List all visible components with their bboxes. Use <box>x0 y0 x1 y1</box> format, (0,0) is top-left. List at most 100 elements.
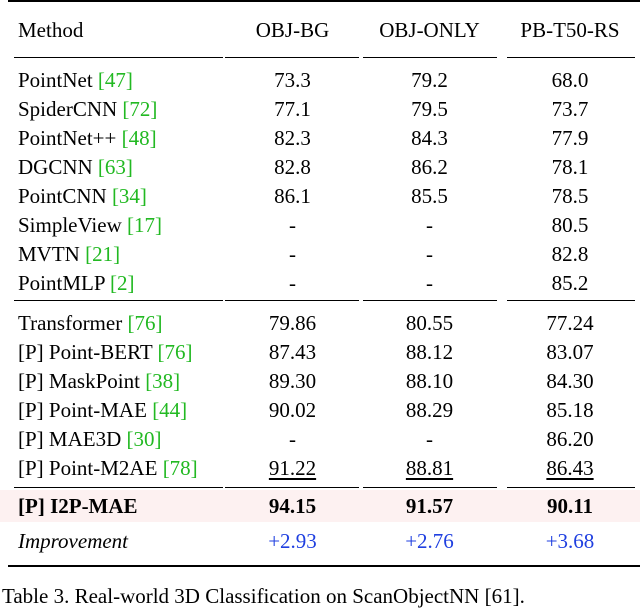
group-rule-c3 <box>507 300 635 301</box>
cell-pb-t50-rs: 85.2 <box>551 271 589 295</box>
method-name: Improvement <box>18 529 129 553</box>
cell-pb-t50-rs: 80.5 <box>551 213 589 237</box>
table-row: MVTN [21] - - 82.8 <box>0 240 640 269</box>
cell-pb-t50-rs: 84.30 <box>546 369 594 393</box>
table-row: PointNet++ [48] 82.3 84.3 77.9 <box>0 124 640 153</box>
group-rule-c1 <box>225 300 359 301</box>
table-row: SimpleView [17] - - 80.5 <box>0 211 640 240</box>
ours-rule-c2 <box>363 487 497 488</box>
cell-obj-only: 80.55 <box>405 311 454 335</box>
citation-link[interactable]: [72] <box>122 97 158 121</box>
cell-obj-only: 84.3 <box>411 126 448 150</box>
cell-obj-only: 88.29 <box>405 398 454 422</box>
ours-rule-c1 <box>225 487 359 488</box>
header-obj-bg: OBJ-BG <box>255 18 330 42</box>
method-name: PointMLP <box>18 271 110 295</box>
method-name: Transformer <box>18 311 128 335</box>
cell-obj-bg: - <box>289 242 296 266</box>
cell-obj-only: 85.5 <box>411 184 448 208</box>
cell-obj-bg: 77.1 <box>274 97 311 121</box>
highlighted-row: [P] I2P-MAE 94.15 91.57 90.11 <box>0 490 640 522</box>
citation-link[interactable]: [78] <box>162 456 198 480</box>
cell-pb-t50-rs: 78.1 <box>551 155 589 179</box>
citation-link[interactable]: [63] <box>97 155 133 179</box>
table-row: [P] Point-BERT [76] 87.43 88.12 83.07 <box>0 338 640 367</box>
citation-link[interactable]: [21] <box>85 242 121 266</box>
cell-pb-t50-rs: 77.24 <box>546 311 594 335</box>
cell-obj-only: 79.2 <box>411 68 448 92</box>
cell-obj-bg: 86.1 <box>274 184 311 208</box>
cell-pb-t50-rs: 73.7 <box>551 97 589 121</box>
cell-obj-only: 79.5 <box>411 97 448 121</box>
cell-obj-only: - <box>426 242 433 266</box>
method-name: PointNet++ <box>18 126 122 150</box>
cell-obj-only: 88.12 <box>405 340 454 364</box>
citation-link[interactable]: [44] <box>152 398 188 422</box>
citation-link[interactable]: [2] <box>110 271 135 295</box>
method-name: DGCNN <box>18 155 98 179</box>
header-rule-c1 <box>225 57 359 58</box>
table-row: DGCNN [63] 82.8 86.2 78.1 <box>0 153 640 182</box>
citation-link[interactable]: [34] <box>111 184 147 208</box>
cell-obj-bg: 94.15 <box>268 494 317 518</box>
method-name: [P] Point-BERT <box>18 340 158 364</box>
header-pb-t50-rs: PB-T50-RS <box>520 18 620 42</box>
citation-link[interactable]: [47] <box>97 68 133 92</box>
improvement-row: Improvement +2.93 +2.76 +3.68 <box>0 527 640 556</box>
method-name: [P] I2P-MAE <box>18 494 138 518</box>
ours-rule-method <box>14 487 223 488</box>
header-rule-method <box>14 57 223 58</box>
cell-obj-bg: +2.93 <box>268 529 317 553</box>
method-name: [P] MAE3D <box>18 427 127 451</box>
group-rule-method <box>14 300 223 301</box>
cell-pb-t50-rs: 86.43 <box>546 456 594 480</box>
citation-link[interactable]: [30] <box>126 427 162 451</box>
cell-obj-bg: - <box>289 427 296 451</box>
table-caption: Table 3. Real-world 3D Classification on… <box>2 584 525 608</box>
bottom-rule <box>8 565 640 567</box>
table-row: PointNet [47] 73.3 79.2 68.0 <box>0 66 640 95</box>
table-row: [P] MaskPoint [38] 89.30 88.10 84.30 <box>0 367 640 396</box>
method-name: [P] MaskPoint <box>18 369 146 393</box>
cell-obj-only: 88.81 <box>405 456 454 480</box>
method-name: SpiderCNN <box>18 97 123 121</box>
cell-obj-bg: 89.30 <box>268 369 317 393</box>
cell-obj-only: - <box>426 213 433 237</box>
table-row: Transformer [76] 79.86 80.55 77.24 <box>0 309 640 338</box>
cell-pb-t50-rs: +3.68 <box>545 529 595 553</box>
citation-link[interactable]: [76] <box>127 311 163 335</box>
citation-link[interactable]: [76] <box>157 340 193 364</box>
method-name: PointNet <box>18 68 98 92</box>
citation-link[interactable]: [48] <box>121 126 157 150</box>
header-rule-c2 <box>363 57 497 58</box>
cell-pb-t50-rs: 82.8 <box>551 242 589 266</box>
citation-link[interactable]: [38] <box>145 369 181 393</box>
cell-pb-t50-rs: 77.9 <box>551 126 589 150</box>
table-row: [P] MAE3D [30] - - 86.20 <box>0 425 640 454</box>
cell-obj-bg: 73.3 <box>274 68 311 92</box>
table-row: [P] Point-M2AE [78] 91.22 88.81 86.43 <box>0 454 640 483</box>
table-row: [P] Point-MAE [44] 90.02 88.29 85.18 <box>0 396 640 425</box>
cell-obj-bg: 91.22 <box>268 456 317 480</box>
cell-obj-bg: - <box>289 271 296 295</box>
method-name: [P] Point-M2AE <box>18 456 163 480</box>
header-rule-c3 <box>507 57 635 58</box>
table-row: PointMLP [2] - - 85.2 <box>0 269 640 298</box>
top-rule <box>8 0 640 2</box>
method-name: [P] Point-MAE <box>18 398 153 422</box>
cell-obj-only: 91.57 <box>405 494 454 518</box>
header-method: Method <box>18 18 84 42</box>
cell-obj-only: 88.10 <box>405 369 454 393</box>
header-obj-only: OBJ-ONLY <box>379 18 480 42</box>
cell-obj-only: 86.2 <box>411 155 448 179</box>
citation-link[interactable]: [17] <box>126 213 162 237</box>
cell-obj-only: - <box>426 427 433 451</box>
table-row: SpiderCNN [72] 77.1 79.5 73.7 <box>0 95 640 124</box>
cell-pb-t50-rs: 83.07 <box>546 340 594 364</box>
cell-obj-bg: 90.02 <box>268 398 317 422</box>
header-row: Method OBJ-BG OBJ-ONLY PB-T50-RS <box>0 16 640 45</box>
cell-obj-bg: - <box>289 213 296 237</box>
cell-pb-t50-rs: 85.18 <box>546 398 594 422</box>
cell-obj-only: - <box>426 271 433 295</box>
cell-obj-bg: 87.43 <box>268 340 317 364</box>
